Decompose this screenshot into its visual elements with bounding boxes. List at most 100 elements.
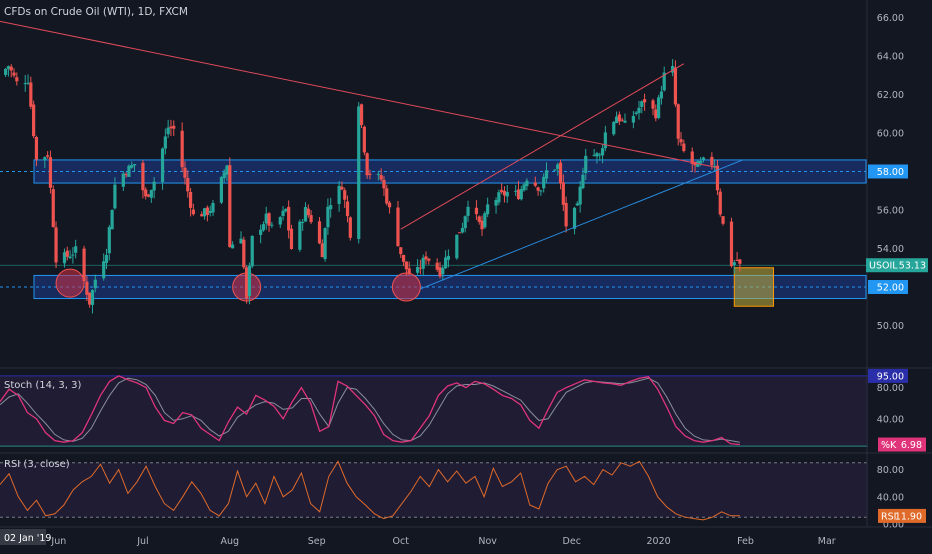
candle-body [93, 279, 97, 289]
candle-body [132, 163, 137, 166]
trendline-red-0 [0, 20, 718, 169]
candle-body [141, 162, 145, 191]
candle-body [455, 234, 459, 259]
candle-body [222, 172, 226, 179]
candle-body [435, 262, 439, 270]
candle-body [399, 247, 403, 255]
candle-body [26, 82, 30, 84]
price-tick-label: 56.00 [877, 205, 904, 216]
candle-body [149, 189, 153, 198]
candle-body [32, 104, 36, 137]
candle-body [110, 209, 114, 230]
price-tick-label: 66.00 [877, 13, 904, 24]
candle-body [121, 173, 125, 187]
candle-body [9, 66, 13, 71]
candle-body [306, 208, 310, 216]
candle-body [264, 213, 268, 224]
candle-body [379, 175, 383, 180]
price-label-bg [868, 279, 908, 294]
rsi-band-fill [0, 462, 868, 518]
candle-body [202, 208, 207, 217]
candle-body [65, 250, 69, 257]
candle-body [231, 244, 235, 249]
candle-body [497, 192, 501, 203]
candle-body [301, 222, 305, 224]
candle-body [642, 99, 647, 103]
candle-body [205, 207, 209, 215]
candle-body [441, 267, 445, 275]
candle-body [259, 229, 263, 235]
stoch-tick-label: 40.00 [877, 414, 904, 425]
candle-body [245, 267, 249, 299]
candle-body [357, 106, 361, 239]
cursor-label-bg [0, 529, 46, 545]
candle-body [592, 154, 596, 156]
candle-body [620, 119, 624, 121]
candle-body [12, 72, 16, 76]
rsi-line [0, 460, 740, 521]
stoch-band-fill [0, 375, 868, 447]
candle-body [651, 100, 655, 109]
price-label-value: 52.00 [877, 282, 904, 293]
candle-body [463, 216, 467, 229]
candle-body [595, 153, 599, 157]
label-bg [878, 508, 926, 523]
price-tick-label: 50.00 [877, 321, 904, 332]
time-tick-label: Aug [221, 536, 240, 547]
candle-body [418, 267, 422, 269]
price-label-symbol: USOIL [869, 261, 898, 272]
candle-body [239, 238, 243, 244]
price-tick-label: 62.00 [877, 90, 904, 101]
candle-body [735, 259, 739, 261]
candle-body [721, 216, 725, 224]
candle-body [701, 157, 706, 160]
price-label-bg [866, 258, 928, 273]
label-prefix: %K [881, 440, 897, 451]
candle-body [533, 182, 537, 186]
candle-body [34, 136, 39, 160]
rsi-tick-label: 80.00 [877, 465, 904, 476]
candle-body [146, 194, 151, 197]
candle-body [320, 243, 324, 258]
candle-body [62, 252, 67, 264]
candle-body [211, 202, 215, 213]
candle-body [287, 206, 291, 231]
time-tick-label: Nov [478, 536, 497, 547]
candle-body [54, 227, 58, 263]
candle-body [477, 216, 481, 222]
candle-body [634, 112, 638, 114]
candle-body [631, 115, 635, 123]
candle-body [682, 143, 686, 152]
candle-body [348, 217, 352, 238]
candle-body [270, 224, 274, 226]
candle-body [710, 156, 714, 166]
candle-body [715, 165, 720, 191]
candle-body [127, 165, 131, 177]
candle-body [250, 235, 254, 267]
trendline-blue-2 [420, 159, 743, 290]
time-tick-label: Dec [563, 536, 581, 547]
candle-body [365, 153, 369, 176]
candle-body [183, 167, 187, 178]
candle-body [317, 221, 322, 244]
candle-body [564, 202, 568, 227]
candle-body [640, 101, 644, 107]
candle-body [23, 83, 27, 85]
candle-body [71, 254, 75, 256]
candle-body [166, 127, 170, 135]
price-tick-label: 54.00 [877, 244, 904, 255]
candle-body [466, 206, 470, 216]
candle-body [407, 268, 411, 275]
candle-body [617, 114, 621, 122]
candle-body [561, 182, 565, 205]
candle-body [486, 204, 490, 215]
candle-body [514, 190, 518, 192]
candle-body [102, 261, 106, 279]
time-tick-label: Mar [818, 536, 836, 547]
candle-body [68, 256, 72, 259]
candle-body [553, 169, 557, 171]
candle-body [444, 257, 448, 269]
candle-body [219, 176, 224, 203]
